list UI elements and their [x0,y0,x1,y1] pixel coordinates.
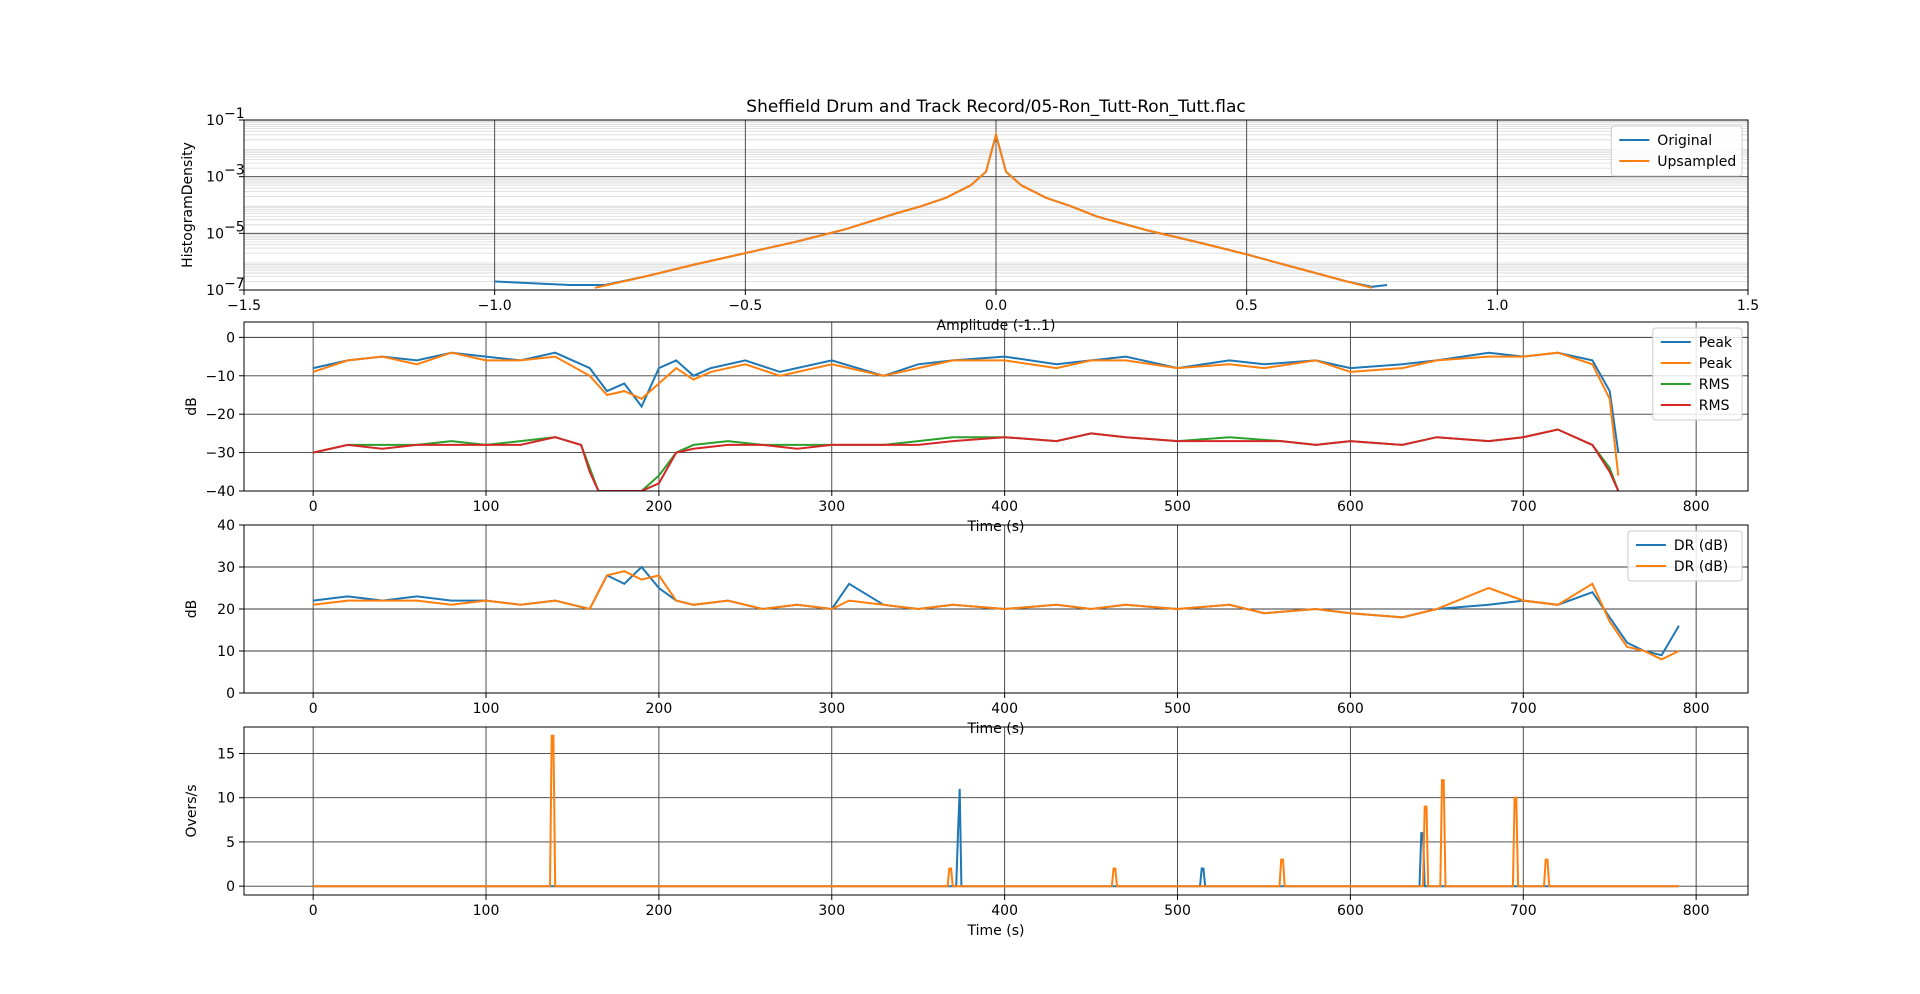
y-tick-label: −30 [205,446,235,462]
legend-label: DR (dB) [1674,559,1728,575]
x-tick-label: 300 [818,499,845,515]
x-tick-label: 700 [1510,499,1537,515]
x-tick-label: −1.5 [227,298,261,314]
series-line-3 [312,428,1620,491]
legend: Original Upsampled [1610,125,1743,177]
series-line-1 [313,788,1679,888]
x-axis-label: Time (s) [967,519,1025,535]
y-tick-label: −20 [205,407,235,423]
x-tick-label: 200 [646,701,673,717]
x-axis-label: Time (s) [967,721,1025,737]
x-tick-label: 0 [309,701,318,717]
x-tick-label: 400 [991,701,1018,717]
y-axis-label: HistogramDensity [180,142,196,268]
y-tick-label: 10 [206,226,224,242]
x-tick-label: 0 [309,499,318,515]
x-tick-label: 500 [1164,903,1191,919]
x-tick-label: 100 [473,701,500,717]
legend-label: Upsampled [1657,154,1736,170]
y-tick-exponent: −1 [224,106,245,122]
x-tick-label: 300 [818,903,845,919]
x-tick-label: 800 [1683,903,1710,919]
y-tick-label: 20 [217,602,235,618]
legend-label: DR (dB) [1674,538,1728,554]
x-tick-label: 0.5 [1236,298,1258,314]
y-tick-label: 0 [226,330,235,346]
y-tick-label: −10 [205,369,235,385]
x-tick-label: 1.5 [1737,298,1759,314]
chart-title: Sheffield Drum and Track Record/05-Ron_T… [746,97,1245,117]
x-tick-label: −1.0 [478,298,512,314]
y-axis-label: dB [184,397,200,416]
y-tick-label: 10 [206,170,224,186]
y-axis-label: dB [184,600,200,619]
x-tick-label: 600 [1337,499,1364,515]
y-tick-label: 15 [217,747,235,763]
legend-box [1652,327,1743,421]
y-tick-label: 30 [217,560,235,576]
x-tick-label: 200 [646,499,673,515]
legend-label: RMS [1699,377,1730,393]
x-tick-label: 700 [1510,903,1537,919]
x-tick-label: 0 [309,903,318,919]
series-line-4 [312,428,1620,491]
x-tick-label: 200 [646,903,673,919]
y-tick-label: 5 [226,835,235,851]
plot-frame [243,726,1749,896]
plot-frame [243,321,1749,492]
legend-label: RMS [1699,398,1730,414]
chart-panel-4: 0 100 200 300 400 500 600 700 800 0 5 10 15 Overs/s Ti… [184,726,1749,939]
x-tick-label: 300 [818,701,845,717]
series-line-2 [312,570,1680,661]
legend: DR (dB) DR (dB) [1627,530,1743,582]
series-line-2 [594,130,1373,289]
y-tick-label: 40 [217,518,235,534]
series-line-1 [312,565,1680,657]
y-tick-exponent: −5 [224,219,245,235]
x-tick-label: 500 [1164,701,1191,717]
legend-box [1610,125,1743,177]
x-axis-label: Time (s) [967,923,1025,939]
chart-panel-2: 0 100 200 300 400 500 600 700 800 −40 −30 −20 −10 0 dB… [184,321,1749,535]
legend-box [1627,530,1743,582]
y-tick-label: 10 [217,644,235,660]
y-tick-label: −40 [205,484,235,500]
y-tick-exponent: −3 [224,163,245,179]
legend: Peak Peak RMS RMS [1652,327,1743,421]
x-tick-label: 600 [1337,701,1364,717]
x-tick-label: 700 [1510,701,1537,717]
x-tick-label: −0.5 [728,298,762,314]
x-tick-label: 800 [1683,701,1710,717]
y-tick-label: 10 [217,791,235,807]
x-tick-label: 600 [1337,903,1364,919]
x-tick-label: 100 [473,903,500,919]
chart-panel-1: −1.5 −1.0 −0.5 0.0 0.5 1.0 1.510−710−510−310−1… [180,97,1759,334]
x-tick-label: 400 [991,903,1018,919]
y-tick-label: 0 [226,879,235,895]
legend-label: Peak [1699,356,1733,372]
y-tick-label: 10 [206,283,224,299]
series-line-2 [312,351,1620,476]
series-line-2 [313,734,1679,888]
x-tick-label: 500 [1164,499,1191,515]
y-tick-label: 0 [226,686,235,702]
x-axis-label: Amplitude (-1..1) [937,318,1056,334]
y-tick-label: 10 [206,113,224,129]
x-tick-label: 400 [991,499,1018,515]
y-axis-label: Overs/s [184,785,200,838]
x-tick-label: 100 [473,499,500,515]
x-tick-label: 0.0 [985,298,1007,314]
y-tick-exponent: −7 [224,276,245,292]
legend-label: Peak [1699,335,1733,351]
series-line-1 [494,130,1388,288]
chart-panel-3: 0 100 200 300 400 500 600 700 800 0 10 20 30 40 dB Time… [184,518,1749,737]
x-tick-label: 1.0 [1486,298,1508,314]
x-tick-label: 800 [1683,499,1710,515]
legend-label: Original [1657,133,1712,149]
